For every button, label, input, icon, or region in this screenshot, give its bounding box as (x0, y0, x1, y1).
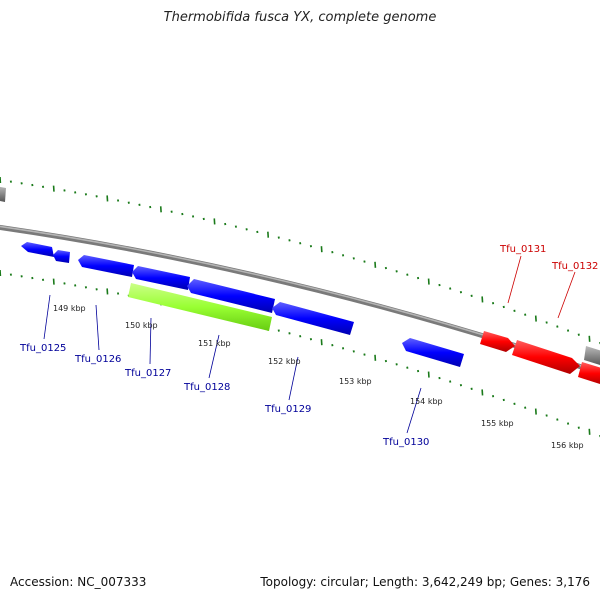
gene-arrow-tfu-0127 (128, 283, 272, 331)
gene-label-tfu-0128: Tfu_0128 (183, 382, 230, 393)
scale-label-155: 155 kbp (481, 419, 514, 428)
gene-label-tfu-0132: Tfu_0132 (551, 261, 598, 272)
gene-arrow-tfu-0129 (272, 302, 354, 335)
gene-arrow-tfu-0125b (53, 250, 70, 263)
gene-label-leaders (43, 294, 422, 434)
scale-label-150: 150 kbp (125, 321, 158, 330)
scale-label-149: 149 kbp (53, 304, 86, 313)
scale-label-154: 154 kbp (410, 397, 443, 406)
gene-arrow-partial-left (0, 186, 6, 202)
gene-arrow-tfu-0130 (402, 338, 464, 367)
gene-label-tfu-0126: Tfu_0126 (74, 354, 121, 365)
gene-arrow-tfu-0133-partial (578, 362, 600, 385)
accession-label: Accession: NC_007333 (10, 575, 147, 589)
gene-arrow-tfu-0132 (512, 340, 580, 374)
genome-stats-label: Topology: circular; Length: 3,642,249 bp… (260, 575, 590, 589)
outer-tick-ring (0, 176, 600, 345)
gene-arrow-tfu-0131 (480, 331, 515, 352)
scale-label-153: 153 kbp (339, 377, 372, 386)
gene-arrow-tfu-0125a (21, 242, 54, 257)
gene-label-tfu-0129: Tfu_0129 (264, 404, 311, 415)
gene-arrow-tfu-0126 (78, 255, 134, 277)
gene-label-tfu-0130: Tfu_0130 (382, 437, 429, 448)
gene-arrow-partial-right (584, 346, 600, 366)
scale-label-152: 152 kbp (268, 357, 301, 366)
gene-label-tfu-0125: Tfu_0125 (19, 343, 66, 354)
gene-label-leaders-forward (507, 255, 576, 319)
genome-title: Thermobifida fusca YX, complete genome (163, 10, 437, 25)
scale-label-156: 156 kbp (551, 441, 584, 450)
gene-arrow-tfu-0128 (187, 279, 275, 313)
gene-label-tfu-0127: Tfu_0127 (124, 368, 171, 379)
gene-label-tfu-0131: Tfu_0131 (499, 244, 546, 255)
scale-label-151: 151 kbp (198, 339, 231, 348)
gene-arrow-tfu-0127-upper (132, 266, 190, 290)
